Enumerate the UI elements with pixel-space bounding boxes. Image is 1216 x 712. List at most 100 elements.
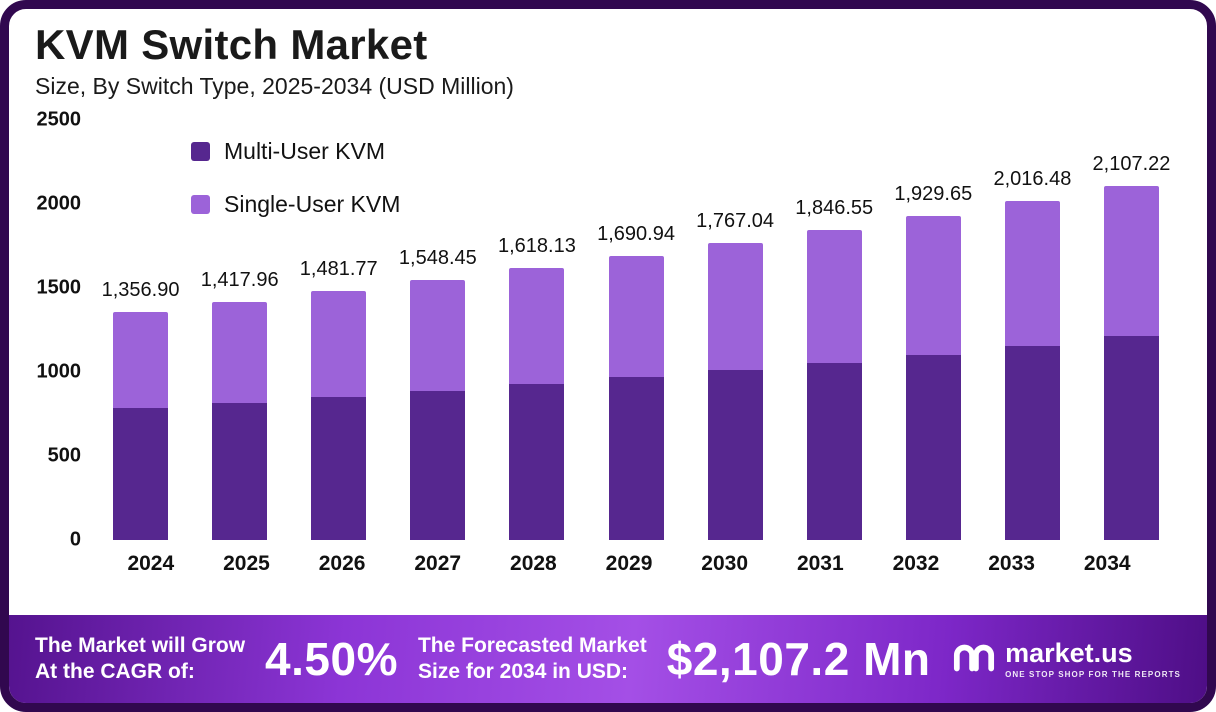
stacked-bar: [410, 279, 466, 541]
bar-total-label: 1,929.65: [894, 182, 973, 205]
stacked-bar: [113, 312, 169, 541]
bar-segment-multi-user-kvm: [707, 370, 763, 541]
bar-segment-single-user-kvm: [410, 279, 466, 391]
bar-segment-single-user-kvm: [608, 256, 664, 378]
y-tick-label: 2000: [36, 192, 82, 215]
bar-total-label: 1,846.55: [795, 196, 874, 219]
x-axis-label: 2033: [988, 552, 1035, 576]
bar-group: 1,618.13: [487, 120, 586, 541]
bar-group: 1,548.45: [388, 120, 487, 541]
cagr-label-line1: The Market will Grow: [35, 633, 246, 657]
bar-segment-multi-user-kvm: [905, 354, 961, 541]
bar-segment-multi-user-kvm: [1004, 345, 1060, 541]
stacked-bar: [707, 243, 763, 541]
stacked-bar: [311, 291, 367, 541]
brand-name: market.us: [1005, 637, 1133, 668]
bar-total-label: 1,548.45: [398, 246, 477, 269]
x-axis-label: 2031: [796, 552, 844, 576]
bar-total-label: 1,356.90: [101, 279, 180, 302]
legend-label: Multi-User KVM: [224, 138, 386, 165]
stacked-bar: [608, 256, 664, 541]
legend-item: Multi-User KVM: [191, 138, 400, 165]
bar-group: 1,356.90: [91, 120, 190, 541]
forecast-label-line2: Size for 2034 in USD:: [417, 660, 629, 683]
bar-group: 2,107.22: [1082, 120, 1181, 541]
forecast-label: The Forecasted Market Size for 2034 in U…: [418, 633, 647, 686]
brand-tagline: ONE STOP SHOP FOR THE REPORTS: [1005, 669, 1181, 679]
x-axis-label: 2030: [701, 552, 749, 576]
bar-segment-multi-user-kvm: [509, 384, 565, 541]
brand-logo: market.us ONE STOP SHOP FOR THE REPORTS: [953, 637, 1181, 679]
stacked-bar: [212, 301, 268, 541]
bar-segment-single-user-kvm: [905, 215, 961, 355]
footer-banner: The Market will Grow At the CAGR of: 4.5…: [9, 615, 1207, 703]
legend-swatch: [191, 142, 210, 162]
x-axis-label: 2034: [1083, 552, 1131, 576]
legend-item: Single-User KVM: [191, 191, 400, 218]
x-axis-label: 2024: [127, 552, 175, 576]
bar-group: 1,767.04: [686, 120, 785, 541]
y-tick-label: 1500: [36, 276, 82, 299]
bar-segment-single-user-kvm: [311, 291, 367, 397]
bar-segment-single-user-kvm: [509, 268, 565, 385]
legend-swatch: [191, 195, 210, 215]
bar-segment-multi-user-kvm: [608, 377, 664, 541]
stacked-bar: [509, 268, 565, 541]
bar-segment-multi-user-kvm: [113, 408, 169, 541]
plot-area: Multi-User KVM Single-User KVM 1,356.90 1,…: [91, 120, 1181, 541]
bar-group: 1,929.65: [884, 120, 983, 541]
x-axis-label: 2029: [605, 552, 653, 576]
bar-segment-multi-user-kvm: [806, 363, 862, 541]
bar-segment-multi-user-kvm: [212, 403, 268, 541]
legend: Multi-User KVM Single-User KVM: [191, 138, 400, 218]
bar-total-label: 1,690.94: [597, 223, 675, 246]
stacked-bar: [1103, 186, 1159, 541]
bar-segment-single-user-kvm: [113, 312, 169, 409]
bar-group: 1,690.94: [586, 120, 685, 541]
cagr-label: The Market will Grow At the CAGR of:: [35, 633, 245, 686]
stacked-bar: [806, 229, 862, 541]
page-title: KVM Switch Market: [35, 21, 428, 68]
legend-label: Single-User KVM: [224, 191, 401, 218]
page-subtitle: Size, By Switch Type, 2025-2034 (USD Mil…: [35, 73, 514, 100]
stacked-bar: [905, 215, 961, 541]
bar-total-label: 1,481.77: [299, 258, 378, 281]
forecast-label-line1: The Forecasted Market: [417, 633, 647, 657]
x-axis-label: 2025: [223, 552, 270, 576]
brand-text: market.us ONE STOP SHOP FOR THE REPORTS: [1005, 637, 1181, 679]
bar-segment-single-user-kvm: [707, 243, 763, 371]
y-tick-label: 0: [69, 528, 81, 551]
y-tick-label: 500: [47, 444, 81, 467]
bar-segment-multi-user-kvm: [410, 390, 466, 541]
bar-total-label: 1,417.96: [200, 268, 279, 291]
bar-segment-single-user-kvm: [806, 229, 862, 364]
x-axis-labels: 2024 2025 2026 2027 2028 2029 2030 2031 2032 2033…: [103, 552, 1155, 576]
bar-segment-single-user-kvm: [1004, 201, 1060, 346]
cagr-value: 4.50%: [265, 633, 398, 685]
x-axis: 2024 2025 2026 2027 2028 2029 2030 2031 2032 2033…: [33, 552, 1155, 576]
bar-segment-single-user-kvm: [212, 301, 268, 404]
forecast-value: $2,107.2 Mn: [666, 633, 931, 685]
y-axis: 0 500 1000 1500 2000 2500: [21, 109, 91, 551]
y-tick-label: 1000: [36, 360, 82, 383]
bar-segment-multi-user-kvm: [311, 396, 367, 541]
bar-segment-single-user-kvm: [1103, 186, 1159, 337]
bar-total-label: 1,767.04: [696, 210, 775, 233]
bar-total-label: 2,107.22: [1092, 153, 1171, 176]
bar-group: 1,417.96: [190, 120, 289, 541]
x-axis-label: 2032: [892, 552, 940, 576]
y-tick-label: 2500: [36, 108, 82, 131]
x-axis-label: 2028: [510, 552, 557, 576]
bar-total-label: 1,618.13: [497, 235, 576, 258]
bar-group: 1,481.77: [289, 120, 388, 541]
bar-group: 2,016.48: [983, 120, 1082, 541]
cagr-label-line2: At the CAGR of:: [35, 660, 195, 683]
chart-area: 0 500 1000 1500 2000 2500 Multi-User KVM Singl…: [9, 100, 1207, 615]
x-axis-label: 2027: [414, 552, 462, 576]
chart-header: KVM Switch Market Size, By Switch Type, …: [9, 9, 1207, 100]
x-axis-label: 2026: [318, 552, 366, 576]
bar-group: 1,846.55: [785, 120, 884, 541]
marketus-logo-icon: [953, 641, 995, 678]
bar-total-label: 2,016.48: [993, 168, 1072, 191]
